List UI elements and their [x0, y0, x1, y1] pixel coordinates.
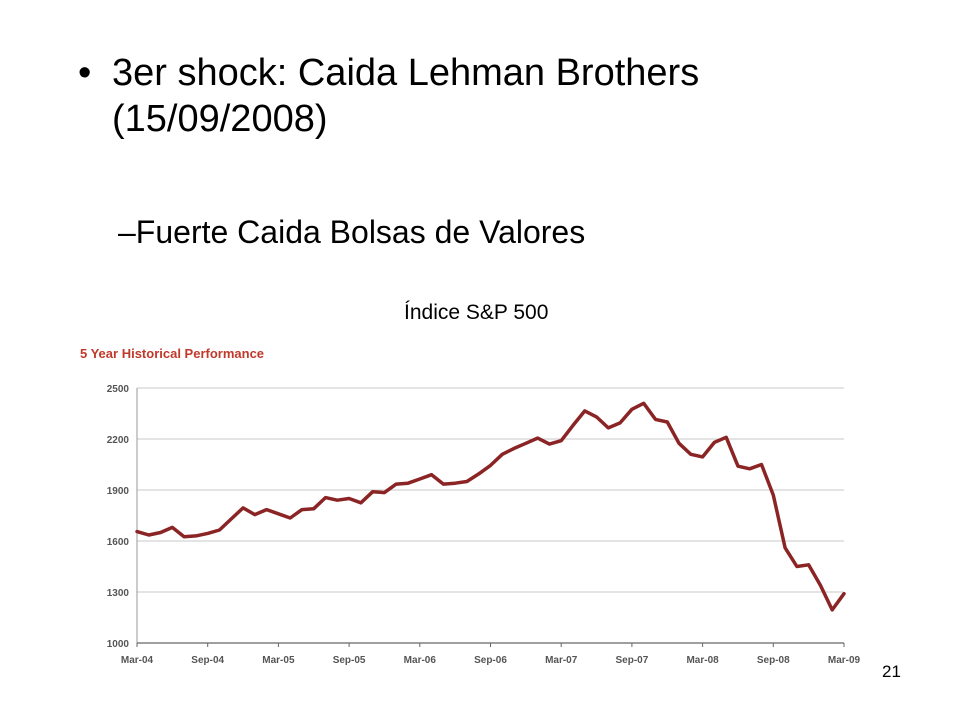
- chart-title: 5 Year Historical Performance: [80, 346, 264, 361]
- x-tick-label: Mar-07: [545, 655, 578, 666]
- bullet-dot: •: [78, 52, 92, 94]
- page-number: 21: [882, 662, 901, 681]
- x-tick-label: Sep-04: [191, 655, 224, 666]
- slide-title: 3er shock: Caida Lehman Brothers (15/09/…: [112, 52, 700, 140]
- y-tick-label: 1000: [107, 639, 130, 650]
- y-tick-label: 2200: [107, 435, 130, 446]
- x-tick-label: Sep-05: [333, 655, 366, 666]
- x-tick-label: Sep-07: [616, 655, 649, 666]
- sub-bullet: –Fuerte Caida Bolsas de Valores: [118, 212, 585, 252]
- y-tick-label: 1600: [107, 537, 130, 548]
- sub-bullet-dash: –: [118, 214, 136, 250]
- y-tick-label: 1300: [107, 588, 130, 599]
- x-tick-label: Mar-06: [404, 655, 437, 666]
- x-tick-label: Sep-08: [757, 655, 790, 666]
- y-tick-label: 2500: [107, 384, 130, 395]
- x-tick-label: Mar-08: [686, 655, 719, 666]
- series-line: [135, 401, 846, 612]
- chart-caption: Índice S&P 500: [404, 301, 549, 324]
- sub-bullet-text: Fuerte Caida Bolsas de Valores: [135, 214, 586, 250]
- x-tick-label: Mar-04: [121, 655, 154, 666]
- y-tick-label: 1900: [107, 486, 130, 497]
- x-tick-label: Mar-09: [828, 655, 861, 666]
- x-tick-label: Sep-06: [474, 655, 507, 666]
- x-tick-label: Mar-05: [262, 655, 295, 666]
